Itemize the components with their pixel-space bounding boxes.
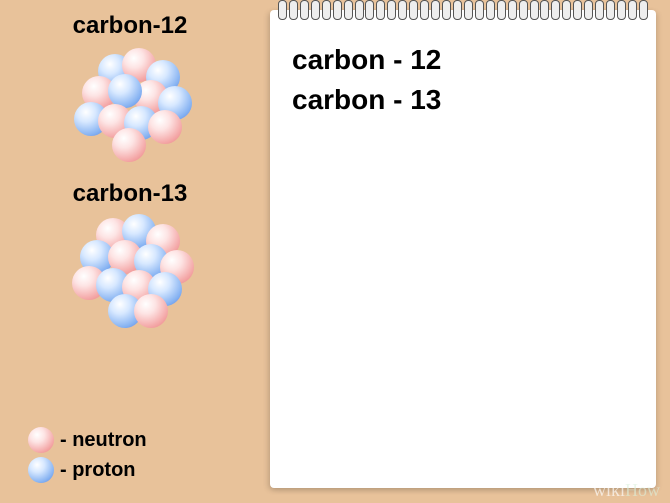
watermark: wikiHow xyxy=(593,480,660,501)
neutron-particle-icon xyxy=(112,128,146,162)
spiral-ring-icon xyxy=(551,0,560,20)
spiral-ring-icon xyxy=(398,0,407,20)
watermark-suffix: How xyxy=(625,480,660,500)
spiral-ring-icon xyxy=(475,0,484,20)
spiral-ring-icon xyxy=(519,0,528,20)
neutron-particle-icon xyxy=(134,294,168,328)
spiral-ring-icon xyxy=(639,0,648,20)
nucleus-c12 xyxy=(60,46,200,166)
atom-label-c13: carbon-13 xyxy=(0,180,260,208)
neutron-particle-icon xyxy=(148,110,182,144)
spiral-ring-icon xyxy=(300,0,309,20)
spiral-ring-icon xyxy=(497,0,506,20)
neutron-swatch-icon xyxy=(28,427,54,453)
spiral-ring-icon xyxy=(442,0,451,20)
spiral-ring-icon xyxy=(333,0,342,20)
spiral-ring-icon xyxy=(420,0,429,20)
spiral-ring-icon xyxy=(355,0,364,20)
diagram-canvas: carbon-12 carbon-13 - neutron - proton c… xyxy=(0,0,670,503)
spiral-ring-icon xyxy=(530,0,539,20)
spiral-ring-icon xyxy=(431,0,440,20)
legend-row-proton: - proton xyxy=(28,457,147,483)
spiral-ring-icon xyxy=(508,0,517,20)
spiral-ring-icon xyxy=(344,0,353,20)
spiral-ring-icon xyxy=(562,0,571,20)
spiral-ring-icon xyxy=(628,0,637,20)
legend-row-neutron: - neutron xyxy=(28,427,147,453)
spiral-ring-icon xyxy=(573,0,582,20)
spiral-ring-icon xyxy=(322,0,331,20)
spiral-ring-icon xyxy=(311,0,320,20)
pad-line-2: carbon - 13 xyxy=(292,84,636,116)
proton-particle-icon xyxy=(108,74,142,108)
legend-text-neutron: - neutron xyxy=(60,429,147,452)
spiral-ring-icon xyxy=(606,0,615,20)
spiral-ring-icon xyxy=(376,0,385,20)
spiral-binding-icon xyxy=(270,0,656,22)
spiral-ring-icon xyxy=(617,0,626,20)
nucleus-c13 xyxy=(60,214,200,334)
spiral-ring-icon xyxy=(540,0,549,20)
proton-swatch-icon xyxy=(28,457,54,483)
spiral-ring-icon xyxy=(595,0,604,20)
notepad-content: carbon - 12 carbon - 13 xyxy=(270,10,656,116)
watermark-prefix: wiki xyxy=(593,480,625,500)
atom-label-c12: carbon-12 xyxy=(0,12,260,40)
spiral-ring-icon xyxy=(289,0,298,20)
spiral-ring-icon xyxy=(387,0,396,20)
pad-line-1: carbon - 12 xyxy=(292,44,636,76)
notepad: carbon - 12 carbon - 13 xyxy=(270,10,656,488)
spiral-ring-icon xyxy=(409,0,418,20)
legend-text-proton: - proton xyxy=(60,459,136,482)
left-panel: carbon-12 carbon-13 xyxy=(0,0,260,348)
spiral-ring-icon xyxy=(464,0,473,20)
spiral-ring-icon xyxy=(486,0,495,20)
legend: - neutron - proton xyxy=(28,427,147,487)
spiral-ring-icon xyxy=(453,0,462,20)
spiral-ring-icon xyxy=(365,0,374,20)
spiral-ring-icon xyxy=(584,0,593,20)
spiral-ring-icon xyxy=(278,0,287,20)
